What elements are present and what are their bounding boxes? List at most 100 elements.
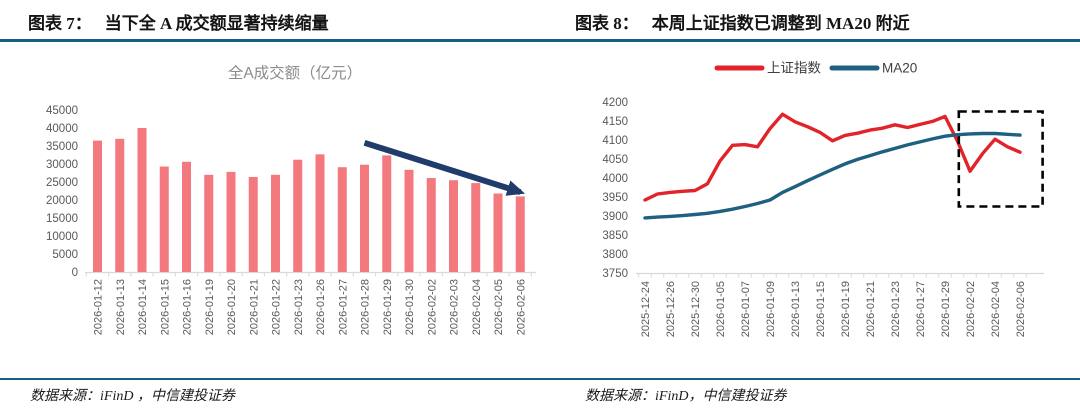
sse-index-line — [643, 112, 1022, 202]
bar-2026-01-30 — [404, 169, 414, 272]
x-tick-label: 2026-01-22 — [271, 279, 283, 335]
y-tick-label: 3750 — [602, 268, 628, 280]
bar-2026-02-05 — [493, 193, 503, 272]
bar-2026-01-16 — [182, 161, 191, 272]
y-tick-label: 20000 — [46, 195, 78, 207]
x-tick-label: 2026-02-03 — [449, 279, 461, 335]
figure8-label: 图表 8： — [575, 14, 639, 33]
x-tick-label: 2026-01-12 — [93, 279, 105, 335]
x-tick-label: 2026-01-19 — [840, 281, 852, 337]
y-tick-label: 40000 — [46, 123, 78, 135]
x-tick-label: 2026-01-16 — [182, 279, 194, 335]
x-tick-label: 2026-01-07 — [740, 281, 752, 337]
legend: 上证指数 MA20 — [714, 61, 917, 76]
bar-2026-01-22 — [271, 174, 280, 272]
x-tick-label: 2026-01-05 — [715, 281, 727, 337]
x-tick-label: 2025-12-26 — [665, 281, 677, 337]
y-tick-label: 5000 — [52, 249, 78, 261]
y-tick-label: 30000 — [46, 159, 78, 171]
footer-rule — [0, 378, 1080, 380]
pullback-highlight-dashed-box — [957, 110, 1044, 208]
x-tick-label: 2026-01-15 — [815, 281, 827, 337]
x-tick-label: 2026-01-13 — [115, 279, 127, 335]
y-tick-label: 4100 — [602, 135, 628, 147]
x-tick-label: 2025-12-24 — [640, 281, 652, 337]
x-tick-label: 2026-01-28 — [360, 279, 372, 335]
ma20-line — [643, 131, 1022, 220]
bar-2026-01-26 — [315, 154, 325, 272]
x-tick-label: 2026-02-02 — [965, 281, 977, 337]
y-tick-label: 4050 — [602, 154, 628, 166]
y-tick-label: 3900 — [602, 211, 628, 223]
bar-chart-y-axis-labels: 0 5000 10000 15000 20000 25000 30000 35000 40000… — [46, 105, 78, 279]
bar-chart-x-axis-ticks — [85, 272, 532, 277]
figure7-source: 数据来源：iFinD ，中信建投证券 — [30, 389, 235, 404]
x-tick-label: 2026-02-04 — [990, 281, 1002, 337]
bar-2026-01-27 — [337, 167, 347, 272]
y-tick-label: 3800 — [602, 249, 628, 261]
x-tick-label: 2026-01-15 — [159, 279, 171, 335]
x-tick-label: 2026-01-30 — [404, 279, 416, 335]
x-tick-label: 2026-01-26 — [315, 279, 327, 335]
x-tick-label: 2026-01-09 — [765, 281, 777, 337]
bar-2026-02-02 — [426, 178, 436, 272]
y-tick-label: 35000 — [46, 141, 78, 153]
y-tick-label: 45000 — [46, 105, 78, 117]
figure7-label: 图表 7： — [28, 14, 92, 33]
x-tick-label: 2026-02-06 — [515, 279, 527, 335]
x-tick-label: 2026-01-23 — [890, 281, 902, 337]
bar-2026-01-14 — [137, 128, 147, 272]
bar-2026-02-04 — [471, 183, 481, 272]
bar-chart-title: 全A成交额（亿元） — [228, 64, 362, 82]
x-tick-label: 2026-01-27 — [915, 281, 927, 337]
x-tick-label: 2026-01-23 — [293, 279, 305, 335]
title-underline-rule — [0, 39, 1080, 42]
volume-bars — [93, 128, 525, 272]
x-tick-label: 2026-01-13 — [790, 281, 802, 337]
bar-2026-01-15 — [159, 166, 169, 272]
x-tick-label: 2026-02-06 — [1015, 281, 1027, 337]
bar-2026-01-21 — [248, 177, 258, 272]
bar-2026-01-19 — [204, 174, 214, 272]
y-tick-label: 3950 — [602, 192, 628, 204]
bar-2026-01-12 — [93, 140, 102, 272]
x-tick-label: 2026-01-19 — [204, 279, 216, 335]
bar-2026-02-03 — [449, 180, 458, 272]
figure7-title-text: 当下全 A 成交额显著持续缩量 — [104, 14, 329, 33]
y-tick-label: 25000 — [46, 177, 78, 189]
y-tick-label: 15000 — [46, 213, 78, 225]
x-tick-label: 2026-01-21 — [865, 281, 877, 337]
x-tick-label: 2026-01-21 — [248, 279, 260, 335]
y-tick-label: 0 — [72, 267, 78, 279]
x-tick-label: 2026-02-05 — [493, 279, 505, 335]
x-tick-label: 2026-02-04 — [471, 279, 483, 335]
figure7-title: 图表 7： 当下全 A 成交额显著持续缩量 — [28, 9, 329, 34]
bar-2026-01-29 — [382, 155, 392, 272]
figure8-title-text: 本周上证指数已调整到 MA20 附近 — [651, 14, 910, 33]
x-tick-label: 2026-01-20 — [226, 279, 238, 335]
x-tick-label: 2026-01-29 — [940, 281, 952, 337]
line-chart-x-axis-labels: 2025-12-24 2025-12-26 2025-12-30 2026-01-05… — [640, 281, 1027, 337]
x-tick-label: 2025-12-30 — [690, 281, 702, 337]
downtrend-arrow — [363, 139, 526, 196]
figure8-source: 数据来源：iFinD，中信建投证券 — [585, 389, 787, 404]
bar-2026-01-23 — [293, 159, 303, 272]
y-tick-label: 4000 — [602, 173, 628, 185]
line-chart-x-axis-ticks — [638, 273, 1027, 278]
x-tick-label: 2026-02-02 — [426, 279, 438, 335]
bar-2026-01-28 — [360, 164, 369, 272]
line-chart-y-axis-labels: 3750 3800 3850 3900 3950 4000 4050 4100 4150 4200 — [602, 97, 628, 280]
y-tick-label: 4200 — [602, 97, 628, 109]
bar-2026-01-13 — [115, 138, 125, 272]
bar-2026-02-06 — [515, 196, 525, 272]
x-tick-label: 2026-01-29 — [382, 279, 394, 335]
volume-bar-chart: 全A成交额（亿元） 0 5000 10000 15000 20000 25000 30000 3… — [46, 64, 536, 335]
y-tick-label: 3850 — [602, 230, 628, 242]
legend-label-ma20: MA20 — [882, 61, 917, 76]
x-tick-label: 2026-01-14 — [137, 279, 149, 335]
bar-2026-01-20 — [226, 171, 236, 272]
sse-ma20-line-chart: 3750 3800 3850 3900 3950 4000 4050 4100 4150 4200… — [602, 61, 1044, 337]
figure8-title: 图表 8： 本周上证指数已调整到 MA20 附近 — [575, 9, 910, 34]
y-tick-label: 10000 — [46, 231, 78, 243]
